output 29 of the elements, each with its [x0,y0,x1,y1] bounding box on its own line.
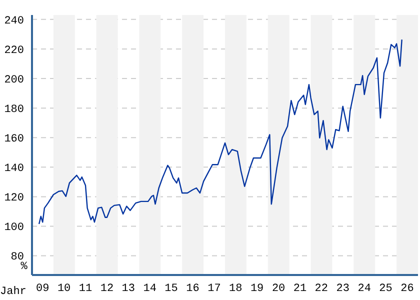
y-tick-label: 220 [4,44,24,57]
line-series [38,38,402,225]
y-tick-label: 240 [4,15,24,28]
x-tick-label: 10 [57,282,71,295]
y-tick-label: 180 [4,104,24,116]
y-tick-label: 120 [4,192,24,205]
x-tick-label: 14 [143,282,157,295]
x-tick-label: 16 [186,282,200,295]
x-tick-label: 12 [100,282,114,295]
x-tick-label: 09 [36,282,50,295]
y-tick-label: 140 [4,163,24,176]
x-tick-label: 15 [164,282,178,295]
x-tick-label: 17 [208,282,221,295]
y-tick-label: 160 [4,134,24,146]
y-axis-title: % [20,261,28,273]
x-tick-label: 21 [293,282,307,295]
y-tick-label: 100 [4,222,24,234]
x-tick-label: 25 [379,282,392,295]
x-tick-label: 13 [122,282,136,295]
y-tick-label: 200 [4,74,24,86]
x-axis-title: Jahr [0,286,26,298]
x-tick-label: 24 [358,282,372,295]
x-tick-label: 20 [272,282,286,295]
x-tick-label: 23 [336,282,350,295]
x-tick-label: 22 [314,282,328,295]
x-tick-label: 11 [78,282,92,295]
x-tick-label: 18 [229,282,242,295]
x-tick-label: 19 [250,282,264,295]
x-tick-label: 26 [400,282,414,295]
